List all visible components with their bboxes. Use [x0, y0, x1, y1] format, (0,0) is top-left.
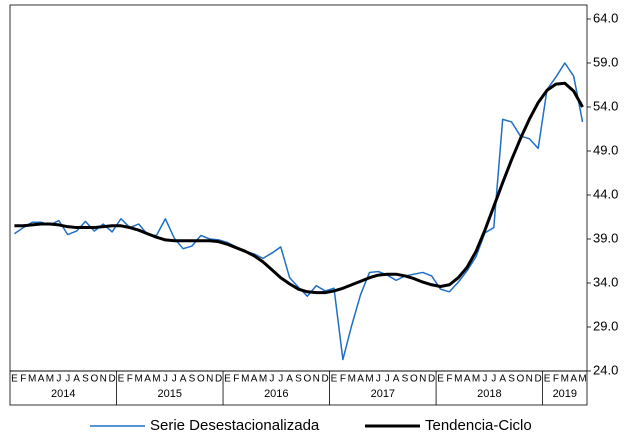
- x-tick-label: E: [544, 374, 551, 385]
- x-tick-label: E: [331, 374, 338, 385]
- x-tick-label: D: [428, 374, 435, 385]
- x-tick-label: S: [82, 374, 89, 385]
- year-label: 2018: [477, 388, 501, 400]
- x-tick-label: A: [464, 374, 471, 385]
- x-tick-label: J: [376, 374, 381, 385]
- y-tick-label: 54.0: [593, 98, 618, 113]
- y-tick-label: 64.0: [593, 10, 618, 25]
- x-tick-label: E: [118, 374, 125, 385]
- x-tick-label: O: [197, 374, 205, 385]
- x-tick-label: M: [46, 374, 54, 385]
- x-tick-label: M: [348, 374, 356, 385]
- x-tick-label: A: [144, 374, 151, 385]
- x-tick-label: S: [508, 374, 515, 385]
- series-line: [14, 81, 584, 295]
- year-label: 2016: [264, 388, 288, 400]
- y-tick-label: 24.0: [593, 362, 618, 377]
- x-tick-label: A: [570, 374, 577, 385]
- x-tick-label: O: [90, 374, 98, 385]
- x-tick-label: J: [385, 374, 390, 385]
- x-tick-label: M: [578, 374, 586, 385]
- legend-label: Tendencia-Ciclo: [425, 417, 532, 434]
- x-tick-label: M: [152, 374, 160, 385]
- x-tick-label: S: [402, 374, 409, 385]
- x-tick-label: E: [437, 374, 444, 385]
- y-tick-label: 49.0: [593, 142, 618, 157]
- x-tick-label: J: [482, 374, 487, 385]
- x-tick-label: F: [446, 374, 452, 385]
- x-tick-label: D: [215, 374, 222, 385]
- x-tick-label: J: [269, 374, 274, 385]
- x-tick-label: M: [135, 374, 143, 385]
- x-tick-label: O: [303, 374, 311, 385]
- x-tick-label: A: [251, 374, 258, 385]
- series-line: [14, 62, 584, 361]
- x-tick-label: A: [393, 374, 400, 385]
- year-label: 2015: [158, 388, 182, 400]
- x-tick-label: N: [100, 374, 107, 385]
- x-tick-label: J: [491, 374, 496, 385]
- x-tick-label: J: [172, 374, 177, 385]
- x-tick-label: S: [295, 374, 302, 385]
- x-tick-label: D: [535, 374, 542, 385]
- x-tick-label: D: [322, 374, 329, 385]
- x-tick-label: M: [259, 374, 267, 385]
- x-tick-label: J: [163, 374, 168, 385]
- x-tick-label: F: [20, 374, 26, 385]
- x-tick-label: D: [108, 374, 115, 385]
- x-tick-label: O: [410, 374, 418, 385]
- x-tick-label: N: [313, 374, 320, 385]
- year-label: 2019: [553, 388, 577, 400]
- x-tick-label: E: [224, 374, 231, 385]
- y-tick-label: 34.0: [593, 274, 618, 289]
- year-label: 2014: [51, 388, 75, 400]
- x-tick-label: A: [286, 374, 293, 385]
- x-tick-label: M: [241, 374, 249, 385]
- y-tick-label: 39.0: [593, 230, 618, 245]
- x-tick-label: M: [561, 374, 569, 385]
- y-tick-label: 29.0: [593, 318, 618, 333]
- x-tick-label: M: [365, 374, 373, 385]
- x-tick-label: J: [56, 374, 61, 385]
- x-tick-label: N: [419, 374, 426, 385]
- legend-label: Serie Desestacionalizada: [150, 417, 320, 434]
- x-tick-label: A: [499, 374, 506, 385]
- x-tick-label: M: [454, 374, 462, 385]
- x-tick-label: F: [127, 374, 133, 385]
- x-tick-label: N: [206, 374, 213, 385]
- y-tick-label: 59.0: [593, 54, 618, 69]
- x-tick-label: O: [517, 374, 525, 385]
- x-tick-label: A: [73, 374, 80, 385]
- y-tick-label: 44.0: [593, 186, 618, 201]
- x-tick-label: J: [278, 374, 283, 385]
- x-tick-label: F: [553, 374, 559, 385]
- x-tick-label: F: [340, 374, 346, 385]
- x-tick-label: A: [357, 374, 364, 385]
- x-axis-frame: [9, 370, 588, 406]
- x-tick-label: J: [65, 374, 70, 385]
- year-label: 2017: [371, 388, 395, 400]
- x-tick-label: S: [189, 374, 196, 385]
- x-tick-label: F: [233, 374, 239, 385]
- x-tick-label: A: [38, 374, 45, 385]
- x-tick-label: N: [526, 374, 533, 385]
- x-tick-label: M: [472, 374, 480, 385]
- x-tick-label: A: [180, 374, 187, 385]
- x-tick-label: E: [11, 374, 18, 385]
- x-tick-label: M: [28, 374, 36, 385]
